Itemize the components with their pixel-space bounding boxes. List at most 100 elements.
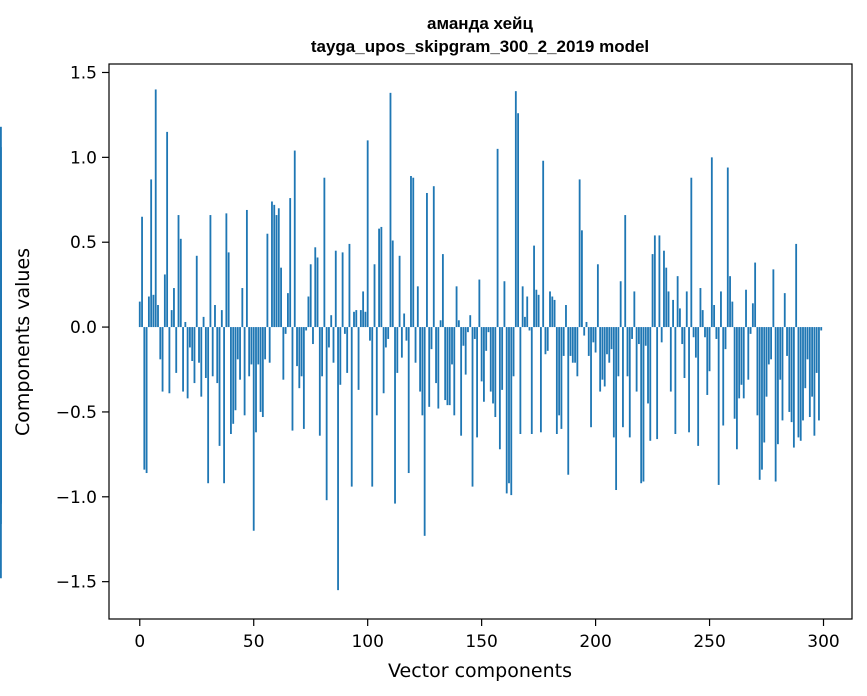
bar-235 [674,327,677,434]
bar-193 [578,179,581,328]
bar-101 [369,327,371,341]
bar-291 [802,327,804,421]
bar-undefined [0,230,2,328]
bar-2 [143,327,146,470]
bar-103 [373,264,376,328]
bar-206 [608,327,611,363]
bar-33 [214,305,216,328]
bar-294 [808,327,811,418]
bar-15 [173,288,175,328]
bar-78 [316,257,319,328]
bar-270 [754,262,757,328]
bar-46 [243,327,246,416]
bar-200 [594,327,597,353]
bar-223 [647,327,649,404]
bar-34 [216,327,219,384]
bar-194 [581,230,583,328]
bar-256 [722,327,725,426]
bar-140 [457,320,460,328]
bar-297 [815,327,818,373]
bar-143 [464,327,467,375]
bar-82 [325,327,328,501]
bar-72 [302,327,305,429]
bar-171 [528,327,531,331]
bar-undefined [0,126,2,328]
bar-86 [334,250,337,328]
bar-110 [389,92,392,328]
bar-49 [250,327,253,365]
bar-166 [517,113,520,328]
bar-27 [200,327,203,397]
bar-212 [622,327,624,428]
bar-144 [467,327,469,333]
bar-40 [230,327,232,434]
bar-19 [182,327,184,392]
bar-196 [585,321,588,328]
bar-148 [476,327,478,438]
bar-187 [565,305,567,328]
bar-14 [170,310,173,328]
bar-87 [337,327,339,591]
bar-233 [669,327,672,392]
bar-77 [314,247,317,328]
bar-113 [396,327,399,373]
bar-84 [330,315,333,328]
y-tick-label: 1.5 [70,63,97,83]
bar-231 [665,267,668,328]
bar-29 [204,327,207,378]
bar-243 [692,327,695,338]
bar-165 [514,91,517,328]
bar-48 [248,327,251,377]
bar-107 [382,327,385,394]
bar-162 [508,327,510,484]
bar-75 [309,264,312,328]
bar-13 [168,327,171,394]
bar-158 [498,327,501,450]
bar-289 [797,327,800,438]
bar-184 [558,327,561,416]
bar-190 [571,327,574,363]
bar-89 [341,252,344,328]
bar-241 [688,327,690,433]
bar-154 [489,327,492,392]
bar-285 [788,327,791,412]
bar-91 [346,327,349,373]
bar-35 [218,327,221,446]
bar-108 [385,327,387,348]
bar-141 [460,327,463,436]
bar-16 [175,327,178,373]
bar-246 [699,288,702,328]
bar-198 [590,327,592,428]
bar-261 [733,327,736,419]
bar-93 [350,327,353,487]
bar-132 [439,320,442,328]
bar-61 [277,208,280,328]
bar-67 [291,327,294,431]
bar-7 [154,89,157,328]
bar-259 [729,276,731,328]
bar-205 [606,327,608,355]
y-tick-label: 0.5 [70,233,97,253]
bar-236 [676,276,679,328]
bar-163 [510,327,513,496]
bar-20 [184,321,187,328]
bar-41 [232,327,235,424]
bars-group [0,89,823,591]
bar-133 [441,254,444,328]
bar-17 [177,215,180,328]
bar-100 [366,140,369,328]
bar-174 [535,289,538,328]
bar-97 [359,310,362,328]
bar-146 [471,327,474,487]
bar-189 [569,327,572,356]
x-axis-ticks: 0 50 100 150 200 250 300 [134,619,840,652]
bar-188 [567,327,570,475]
chart-title: аманда хейц [427,14,533,33]
bar-192 [576,327,579,377]
bar-76 [312,327,314,345]
bar-121 [414,327,417,363]
bar-39 [227,252,230,328]
bar-42 [234,327,237,411]
bar-53 [259,327,262,412]
bar-79 [318,327,321,436]
